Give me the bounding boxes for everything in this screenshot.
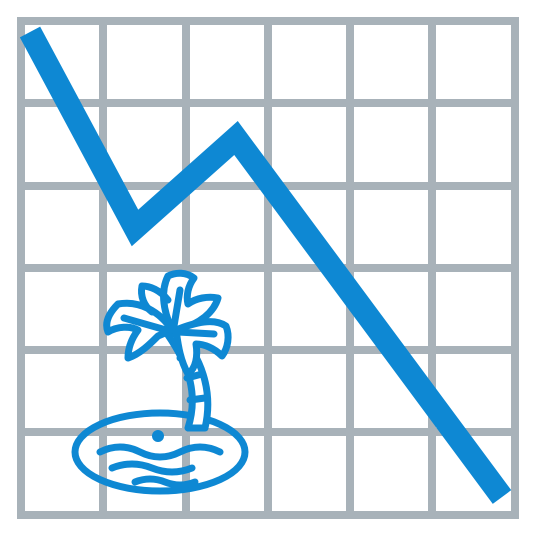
wave-line <box>108 460 196 476</box>
frond-vein <box>170 286 184 330</box>
palm-island-icon <box>71 269 249 495</box>
declining-trend-line <box>19 26 512 504</box>
palm-frond <box>138 282 172 316</box>
chart-grid <box>17 17 519 519</box>
frond-vein <box>174 328 218 338</box>
wave-line <box>96 443 224 461</box>
wave-line <box>131 475 199 489</box>
trunk-ring <box>183 370 206 382</box>
trunk-ring <box>186 394 209 404</box>
coconut <box>152 430 164 442</box>
frond-vein <box>120 314 170 334</box>
island-outline <box>71 409 249 495</box>
